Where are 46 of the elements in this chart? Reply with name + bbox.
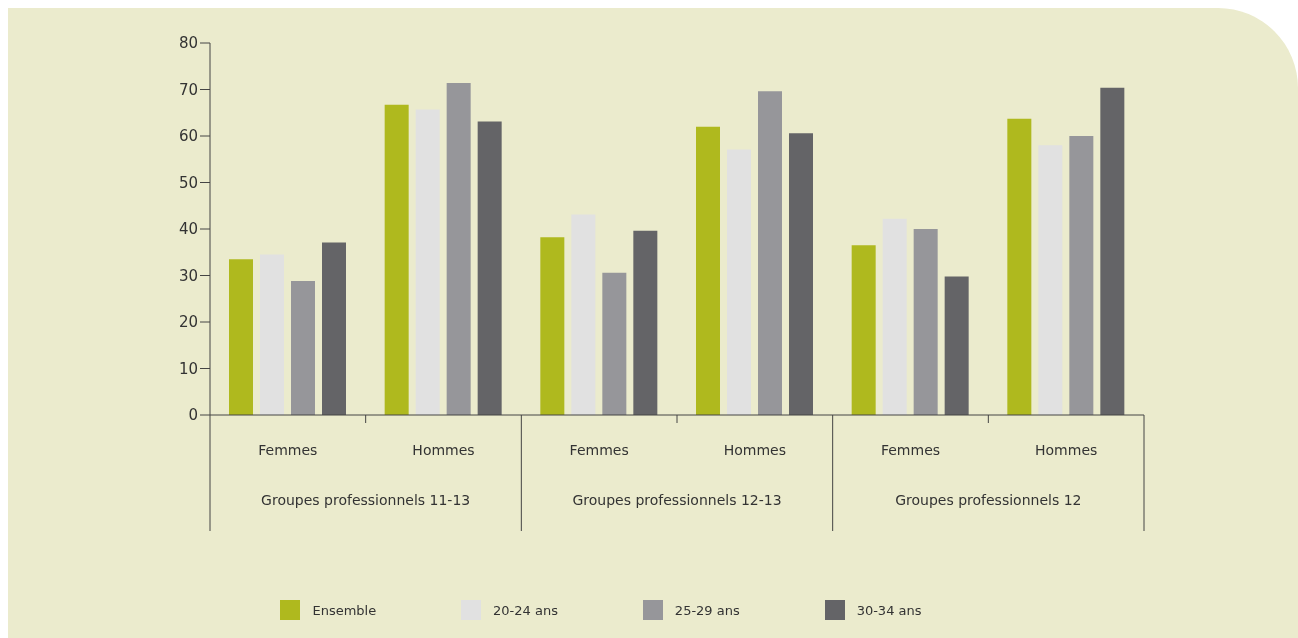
- y-tick-label: 10: [178, 359, 198, 378]
- bar: [260, 254, 284, 415]
- y-tick-label: 70: [178, 80, 198, 99]
- bar: [913, 229, 938, 415]
- bar: [1007, 118, 1032, 415]
- bar: [882, 218, 907, 415]
- bar: [322, 242, 346, 415]
- x-tick-label: Femmes: [569, 442, 629, 458]
- text: Groupes professionnels 12: [895, 492, 1082, 508]
- legend-label: Ensemble: [312, 602, 377, 618]
- y-tick-label: 40: [178, 220, 198, 239]
- y-tick-label: 30: [178, 266, 198, 285]
- y-tick-label: 20: [178, 313, 198, 332]
- x-tick-label: Hommes: [1035, 442, 1098, 458]
- legend-label: 20-24 ans: [493, 602, 558, 618]
- bar: [384, 104, 409, 415]
- bar: [540, 237, 565, 415]
- x-tick-label: Hommes: [723, 442, 786, 458]
- bar: [229, 259, 253, 415]
- y-tick-label: 80: [178, 34, 198, 53]
- legend-label: 25-29 ans: [674, 602, 740, 618]
- x-tick-label: Hommes: [412, 442, 475, 458]
- bar: [696, 126, 720, 415]
- bar: [477, 121, 502, 415]
- y-tick-label: 50: [178, 173, 198, 192]
- bar: [789, 133, 813, 415]
- bar: [291, 281, 315, 415]
- bar: [446, 82, 471, 415]
- text: Groupes professionnels 12-13: [572, 492, 782, 508]
- y-tick-label: 0: [188, 406, 198, 425]
- bar: [727, 149, 751, 415]
- bar: [758, 91, 782, 415]
- bar: [1069, 136, 1094, 415]
- bar: [571, 214, 596, 415]
- bar: [415, 109, 440, 415]
- bar: [944, 276, 969, 415]
- bar: [1100, 87, 1125, 415]
- bar: [1038, 145, 1063, 415]
- bar: [633, 230, 658, 415]
- text: Groupes professionnels 11-13: [261, 492, 471, 508]
- x-tick-label: Femmes: [880, 442, 941, 458]
- y-tick-label: 60: [178, 127, 198, 146]
- legend-label: 30-34 ans: [856, 602, 922, 618]
- bar: [851, 245, 876, 415]
- bar: [602, 272, 627, 415]
- x-tick-label: Femmes: [258, 442, 318, 458]
